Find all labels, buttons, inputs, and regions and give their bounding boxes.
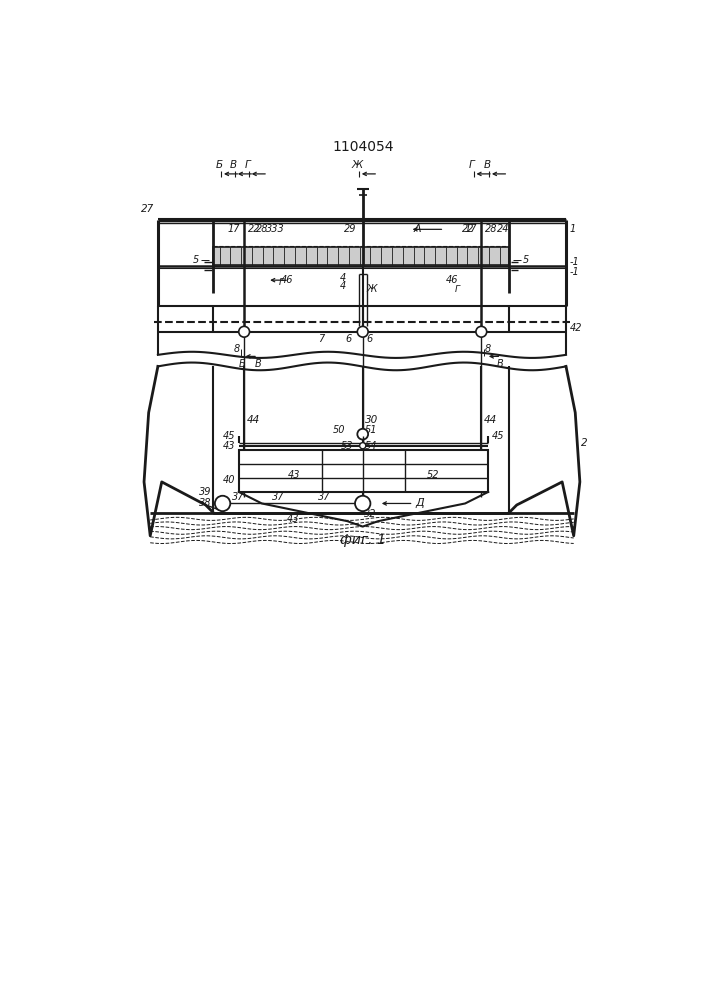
Text: 32: 32 <box>364 509 377 519</box>
Text: 28: 28 <box>485 224 498 234</box>
Text: 45: 45 <box>223 431 235 441</box>
Text: Б: Б <box>216 160 223 170</box>
Text: 24: 24 <box>497 224 509 234</box>
Bar <box>214 247 509 265</box>
Text: 42: 42 <box>570 323 583 333</box>
Text: 29: 29 <box>344 224 356 234</box>
Text: 333: 333 <box>266 224 284 234</box>
Text: 17: 17 <box>465 224 477 234</box>
Text: 39: 39 <box>199 487 212 497</box>
Text: В: В <box>484 160 491 170</box>
Text: 27: 27 <box>141 204 154 214</box>
Text: 37: 37 <box>271 492 284 502</box>
Circle shape <box>476 326 486 337</box>
Text: Г: Г <box>245 160 250 170</box>
Text: 43: 43 <box>223 441 235 451</box>
Text: Б: Б <box>239 359 246 369</box>
Text: 43: 43 <box>287 470 300 480</box>
Text: Д: Д <box>415 498 423 508</box>
Text: 46: 46 <box>281 275 293 285</box>
Text: В: В <box>230 160 237 170</box>
Text: 37: 37 <box>318 492 330 502</box>
Text: 1: 1 <box>570 224 576 234</box>
Text: 51: 51 <box>365 425 378 435</box>
Circle shape <box>355 496 370 511</box>
Text: Ж: Ж <box>366 284 377 294</box>
Text: 1104054: 1104054 <box>332 140 394 154</box>
Text: 44: 44 <box>484 415 497 425</box>
Text: В: В <box>497 359 504 369</box>
Bar <box>239 450 489 492</box>
Text: 2: 2 <box>581 438 588 448</box>
Circle shape <box>239 326 250 337</box>
Text: Ж: Ж <box>352 160 363 170</box>
Text: Г: Г <box>279 278 284 287</box>
Text: 54: 54 <box>365 441 378 451</box>
Text: 4: 4 <box>339 281 346 291</box>
Text: 22: 22 <box>248 224 260 234</box>
Text: 45: 45 <box>492 431 505 441</box>
Circle shape <box>215 496 230 511</box>
Text: 38: 38 <box>199 498 212 508</box>
Text: 40: 40 <box>223 475 235 485</box>
Text: 5: 5 <box>193 255 199 265</box>
Text: В: В <box>255 359 262 369</box>
Text: 52: 52 <box>427 470 440 480</box>
Text: фиг. 1: фиг. 1 <box>340 533 385 547</box>
Text: -1: -1 <box>570 257 580 267</box>
Text: 8: 8 <box>234 344 240 354</box>
Text: 4: 4 <box>339 273 346 283</box>
Text: 28: 28 <box>256 224 268 234</box>
Text: 30: 30 <box>365 415 378 425</box>
Text: 17: 17 <box>228 224 240 234</box>
Text: -1: -1 <box>570 267 580 277</box>
Text: Г: Г <box>469 160 475 170</box>
Text: 6: 6 <box>366 334 373 344</box>
Circle shape <box>360 443 366 449</box>
Text: 5: 5 <box>523 255 529 265</box>
Text: 50: 50 <box>333 425 346 435</box>
Text: 44: 44 <box>247 415 259 425</box>
Text: 8: 8 <box>485 344 491 354</box>
Text: 43: 43 <box>286 514 299 524</box>
Text: 7: 7 <box>318 334 325 344</box>
Text: 6: 6 <box>345 334 351 344</box>
Circle shape <box>357 429 368 440</box>
Text: 22: 22 <box>462 224 474 234</box>
Text: 53: 53 <box>341 441 354 451</box>
Text: 37: 37 <box>232 492 245 502</box>
Circle shape <box>357 326 368 337</box>
Text: 46: 46 <box>446 275 458 285</box>
Text: A: A <box>414 224 421 234</box>
Text: Г: Г <box>455 285 460 294</box>
